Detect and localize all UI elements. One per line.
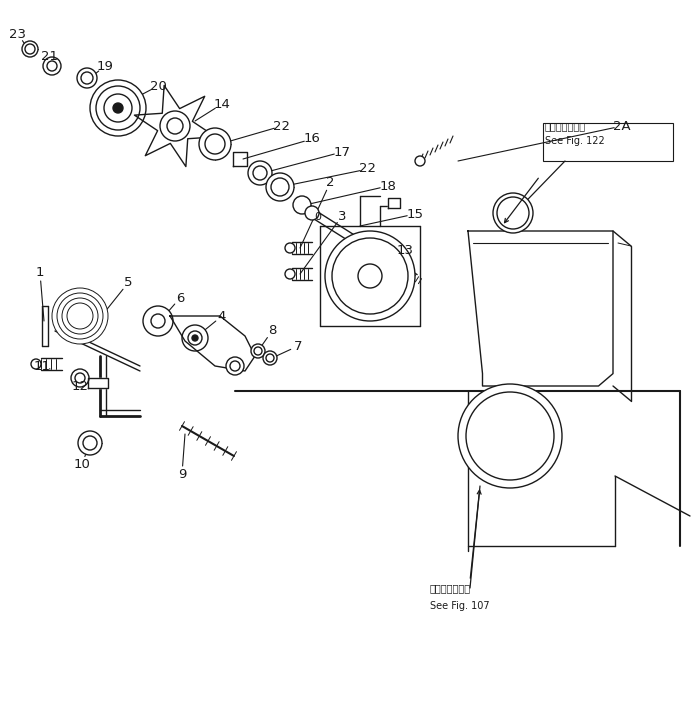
Circle shape: [263, 351, 277, 365]
Circle shape: [52, 288, 108, 344]
Text: 2: 2: [326, 176, 335, 189]
Text: 3: 3: [337, 210, 346, 222]
Circle shape: [83, 436, 97, 450]
Circle shape: [71, 369, 89, 387]
Circle shape: [305, 206, 319, 220]
Text: 1: 1: [36, 266, 44, 280]
Circle shape: [271, 178, 289, 196]
Text: 6: 6: [176, 292, 184, 304]
Text: 8: 8: [268, 325, 277, 338]
Text: 13: 13: [396, 245, 414, 258]
Circle shape: [96, 86, 140, 130]
Text: See Fig. 107: See Fig. 107: [430, 601, 489, 611]
Circle shape: [25, 44, 35, 54]
Circle shape: [285, 243, 295, 253]
Circle shape: [230, 361, 240, 371]
Circle shape: [266, 173, 294, 201]
Circle shape: [493, 193, 533, 233]
Text: 11: 11: [34, 359, 50, 372]
Circle shape: [75, 373, 85, 383]
Circle shape: [78, 431, 102, 455]
Circle shape: [143, 306, 173, 336]
Text: 22: 22: [360, 163, 377, 176]
Circle shape: [113, 103, 123, 113]
Text: 5: 5: [124, 277, 132, 290]
Text: 14: 14: [214, 97, 230, 110]
Circle shape: [325, 231, 415, 321]
Circle shape: [43, 57, 61, 75]
Circle shape: [57, 293, 103, 339]
Polygon shape: [170, 316, 255, 371]
Circle shape: [266, 354, 274, 362]
Circle shape: [332, 238, 408, 314]
Text: 16: 16: [304, 133, 321, 145]
Text: 2A: 2A: [613, 120, 631, 133]
Text: 0: 0: [314, 212, 321, 222]
Circle shape: [160, 111, 190, 141]
Text: 23: 23: [10, 28, 27, 41]
Circle shape: [497, 197, 529, 229]
Circle shape: [182, 325, 208, 351]
Text: 19: 19: [97, 60, 113, 73]
Text: 10: 10: [74, 457, 90, 470]
Circle shape: [415, 156, 425, 166]
Circle shape: [248, 161, 272, 185]
Circle shape: [253, 166, 267, 180]
Text: 20: 20: [150, 80, 167, 92]
Circle shape: [77, 68, 97, 88]
Circle shape: [251, 344, 265, 358]
Polygon shape: [88, 378, 108, 388]
Circle shape: [293, 196, 311, 214]
Polygon shape: [468, 231, 613, 386]
Text: 第１２２図参照: 第１２２図参照: [545, 121, 586, 131]
Circle shape: [226, 357, 244, 375]
Circle shape: [358, 264, 382, 288]
Circle shape: [62, 298, 98, 334]
Text: 12: 12: [71, 380, 88, 393]
Circle shape: [192, 335, 198, 341]
Circle shape: [22, 41, 38, 57]
Circle shape: [466, 392, 554, 480]
Circle shape: [81, 72, 93, 84]
Circle shape: [167, 118, 183, 134]
Text: 15: 15: [407, 208, 424, 221]
Circle shape: [90, 80, 146, 136]
Polygon shape: [134, 86, 216, 166]
Polygon shape: [233, 152, 247, 166]
Text: 21: 21: [41, 49, 59, 62]
Circle shape: [254, 347, 262, 355]
Text: 18: 18: [379, 179, 396, 192]
Circle shape: [31, 359, 41, 369]
Polygon shape: [388, 198, 400, 208]
Text: See Fig. 122: See Fig. 122: [545, 136, 605, 146]
Circle shape: [47, 61, 57, 71]
Text: 4: 4: [218, 309, 226, 322]
Text: 第１０７図参照: 第１０７図参照: [430, 583, 471, 593]
Text: 22: 22: [274, 120, 290, 133]
Circle shape: [67, 303, 93, 329]
Bar: [543, 123, 673, 161]
Text: 7: 7: [294, 340, 302, 353]
Circle shape: [104, 94, 132, 122]
Text: 9: 9: [178, 468, 186, 481]
Circle shape: [188, 331, 202, 345]
Circle shape: [151, 314, 165, 328]
Circle shape: [199, 128, 231, 160]
Circle shape: [458, 384, 562, 488]
Circle shape: [205, 134, 225, 154]
Circle shape: [285, 269, 295, 279]
Text: 17: 17: [333, 145, 351, 158]
